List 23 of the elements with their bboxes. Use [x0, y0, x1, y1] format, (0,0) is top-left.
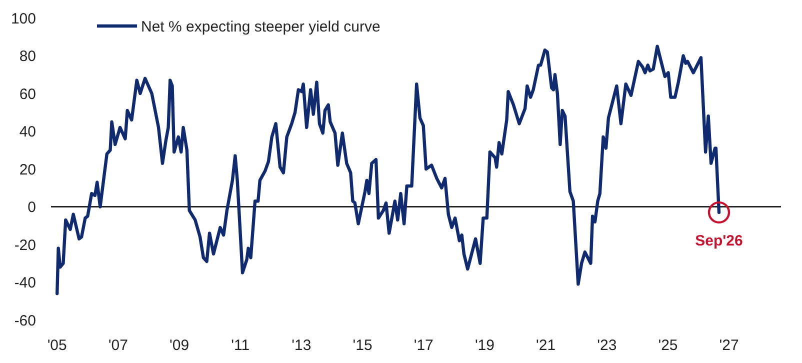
y-tick-label: 0	[28, 199, 36, 216]
y-tick-label: -40	[14, 274, 36, 292]
y-tick-label: -60	[14, 312, 36, 330]
x-tick-label: '05	[47, 337, 67, 354]
y-tick-label: 80	[19, 48, 36, 65]
x-tick-label: '27	[719, 337, 739, 354]
x-tick-label: '07	[108, 337, 128, 354]
x-tick-label: '17	[414, 337, 434, 354]
y-tick-label: 40	[19, 124, 36, 140]
y-tick-label: 100	[10, 10, 36, 28]
x-tick-label: '09	[170, 337, 190, 354]
x-tick-label: '13	[292, 337, 312, 354]
x-tick-label: '25	[658, 337, 678, 354]
x-tick-label: '15	[352, 337, 372, 354]
legend-label: Net % expecting steeper yield curve	[141, 18, 380, 36]
x-tick-label: '23	[597, 337, 617, 354]
y-tick-label: 20	[19, 161, 36, 178]
x-tick-label: '21	[536, 337, 556, 354]
y-tick-label: 60	[19, 86, 36, 103]
x-tick-label: '19	[474, 337, 495, 354]
annotation: Sep'26	[695, 232, 743, 250]
y-tick-label: -20	[14, 236, 36, 254]
x-tick-label: '11	[231, 337, 250, 354]
